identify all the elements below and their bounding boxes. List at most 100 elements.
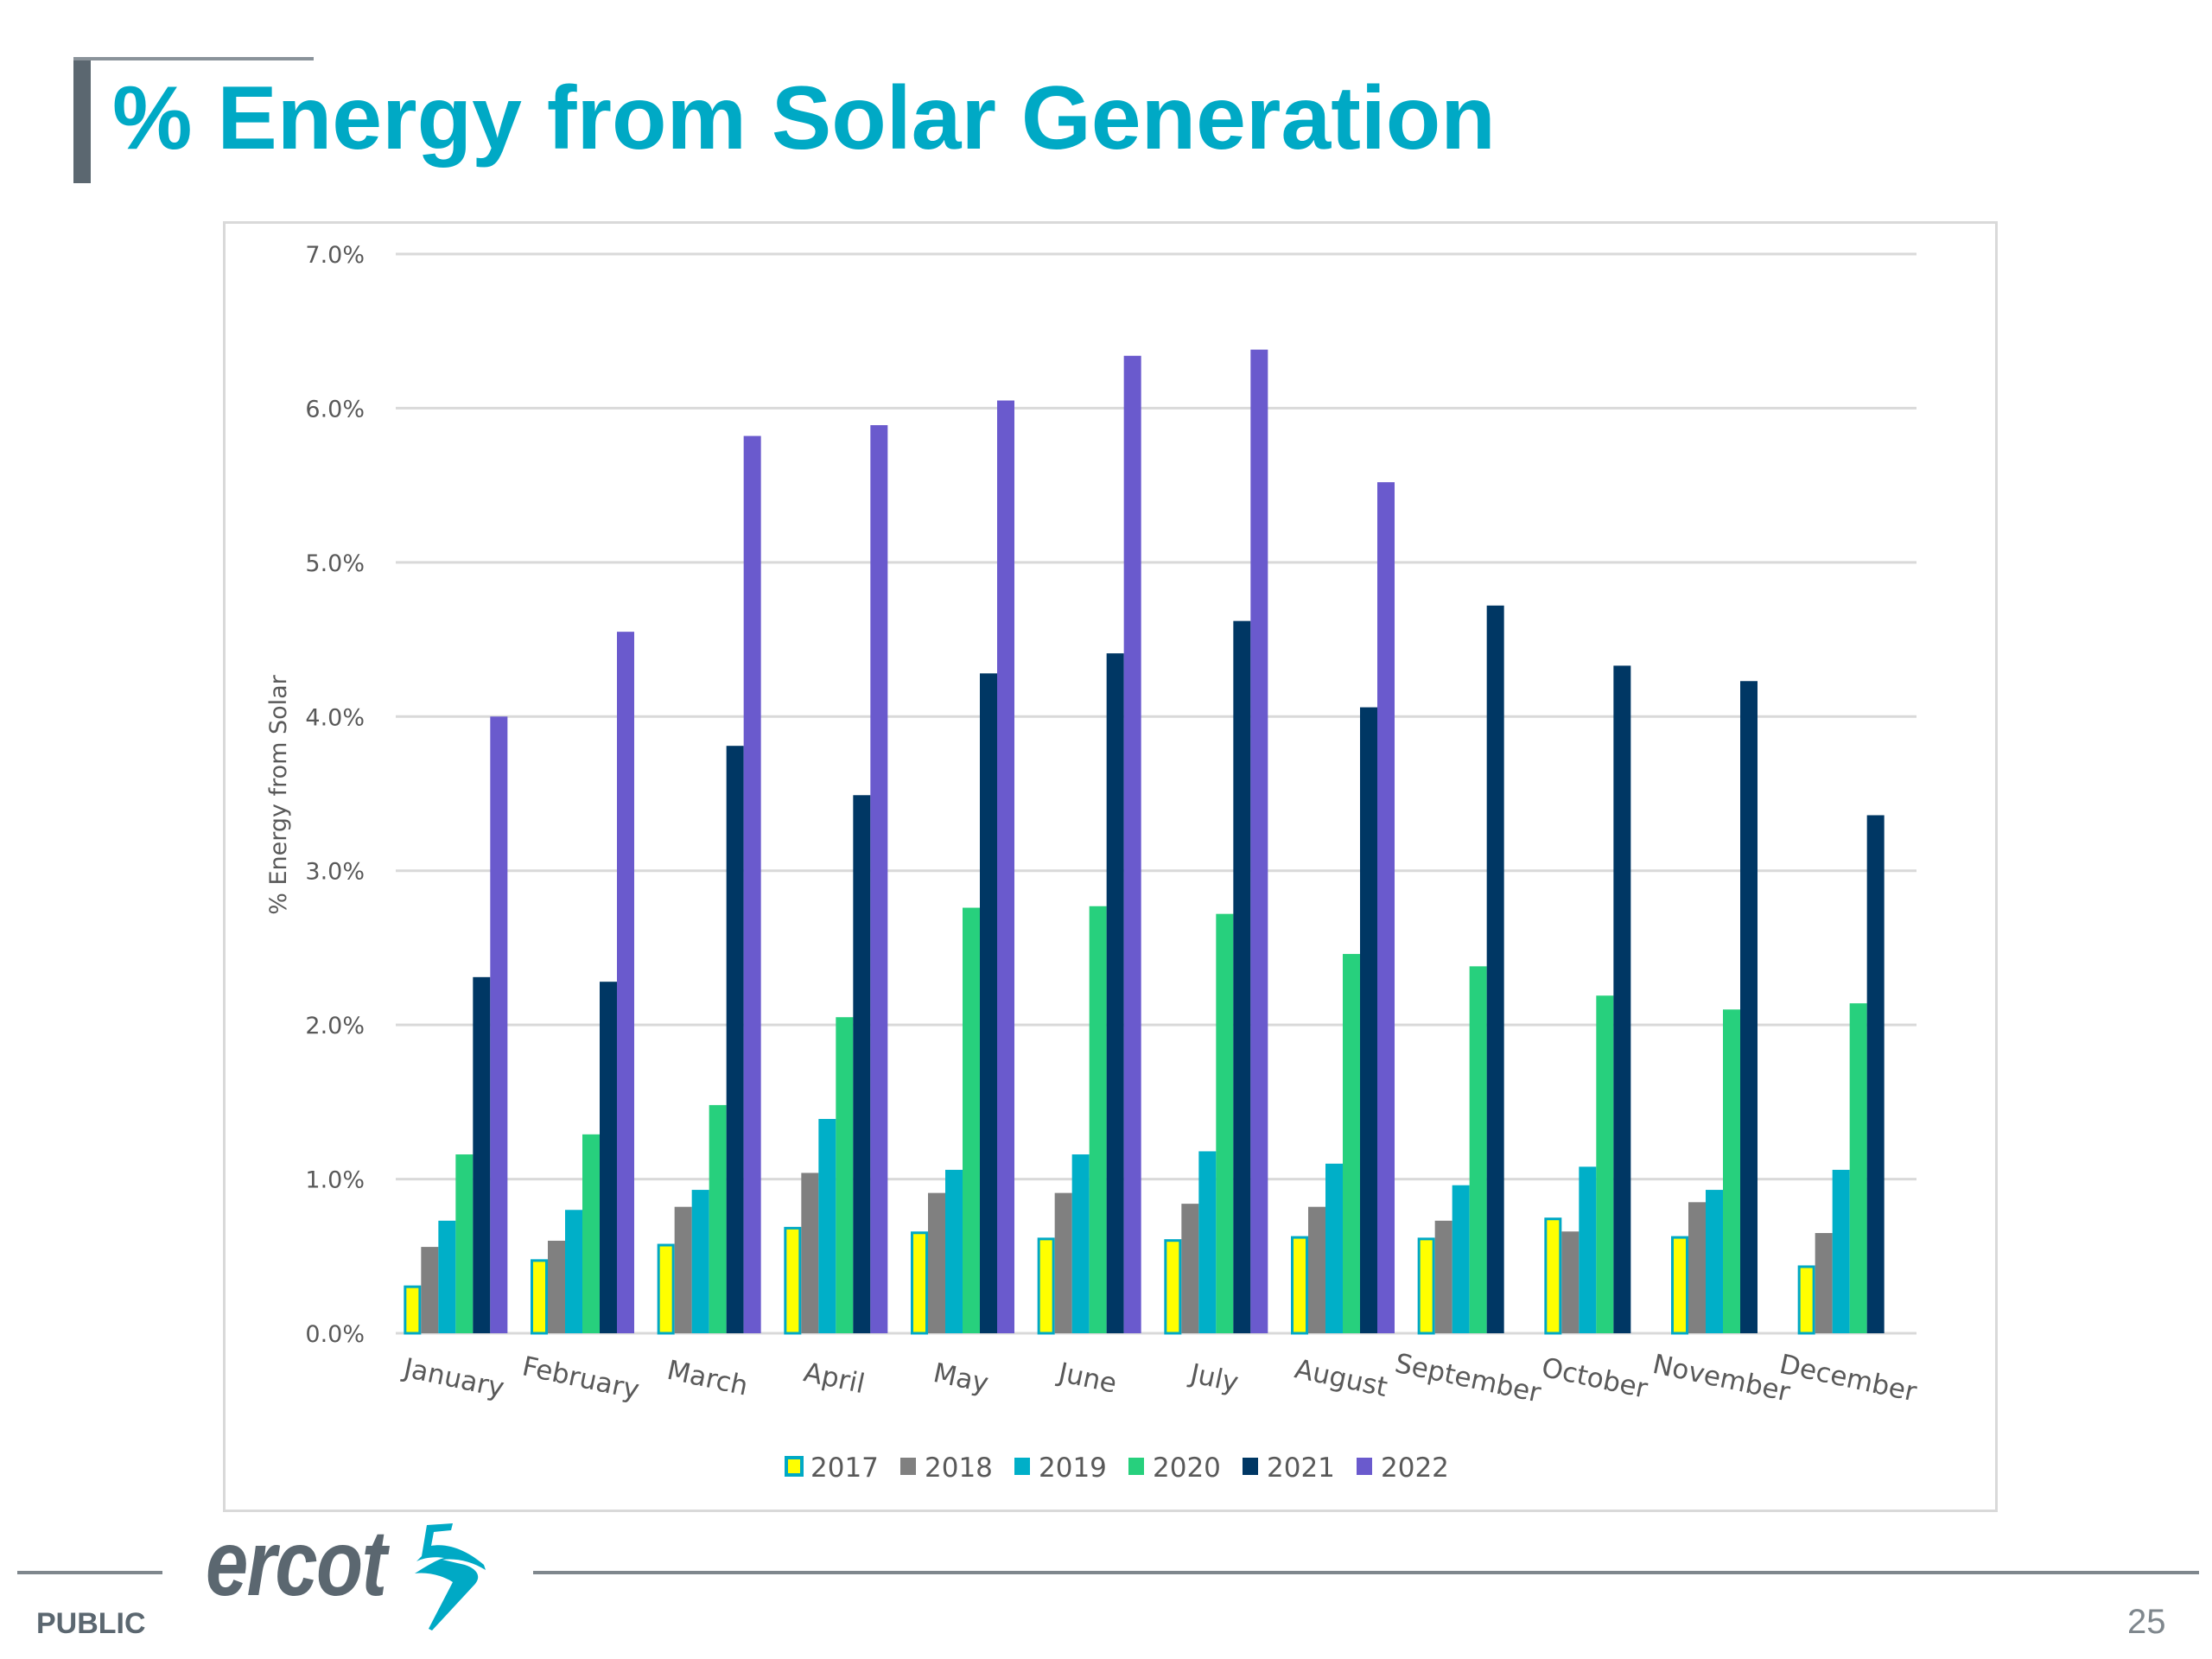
x-tick-label: May — [931, 1357, 991, 1400]
title-bracket-horizontal — [73, 57, 314, 60]
bar-2020-january — [455, 1154, 474, 1333]
legend-swatch-2022 — [1357, 1458, 1372, 1475]
bar-2018-august — [1308, 1206, 1325, 1333]
bar-2017-january — [404, 1285, 422, 1335]
legend-label-2021: 2021 — [1267, 1452, 1335, 1484]
bar-2022-july — [1250, 349, 1268, 1333]
bar-2020-april — [836, 1017, 854, 1333]
bar-2022-march — [743, 435, 761, 1334]
bar-2017-december — [1797, 1265, 1815, 1335]
ercot-logo: ercot — [206, 1516, 499, 1633]
y-tick-label: 7.0% — [305, 242, 365, 269]
legend: 2017 2018 2019 2020 2021 2022 — [785, 1452, 1449, 1484]
bar-2019-january — [438, 1220, 456, 1333]
x-tick-label: July — [1185, 1357, 1241, 1398]
bar-2021-november — [1740, 681, 1758, 1333]
y-tick-label: 0.0% — [305, 1321, 365, 1348]
bar-2017-september — [1417, 1237, 1435, 1335]
x-tick-labels: January February March April May June July Augu… — [399, 1348, 1919, 1409]
bar-2022-april — [870, 425, 888, 1334]
bar-2018-september — [1434, 1220, 1452, 1333]
bar-2019-march — [691, 1190, 709, 1333]
legend-swatch-2017 — [785, 1456, 804, 1477]
bar-2019-april — [818, 1118, 836, 1333]
bar-2017-march — [657, 1243, 675, 1335]
legend-swatch-2021 — [1243, 1458, 1258, 1475]
bar-2019-may — [945, 1169, 963, 1333]
legend-label-2022: 2022 — [1381, 1452, 1449, 1484]
bar-2020-december — [1849, 1003, 1867, 1333]
bar-2021-june — [1106, 653, 1124, 1333]
bar-2017-may — [911, 1231, 928, 1335]
bar-2018-march — [674, 1206, 692, 1333]
lightning-bolt-icon — [415, 1523, 486, 1630]
legend-label-2018: 2018 — [925, 1452, 993, 1484]
legend-label-2017: 2017 — [810, 1452, 879, 1484]
bar-2021-february — [600, 982, 617, 1333]
bar-2020-october — [1596, 995, 1614, 1333]
bar-2018-june — [1054, 1192, 1072, 1333]
bar-2019-october — [1579, 1166, 1597, 1333]
bar-2018-december — [1815, 1233, 1833, 1333]
bar-2017-july — [1164, 1239, 1182, 1335]
bar-2017-june — [1037, 1237, 1055, 1335]
bar-2022-january — [490, 716, 508, 1333]
bar-2020-march — [709, 1104, 727, 1333]
bars — [404, 349, 1885, 1335]
bar-2018-january — [421, 1247, 439, 1333]
x-tick-label: February — [519, 1351, 642, 1406]
y-tick-label: 4.0% — [305, 704, 365, 731]
gridlines — [396, 252, 1916, 1335]
bar-2020-november — [1723, 1009, 1740, 1333]
bar-2018-july — [1181, 1204, 1199, 1333]
classification-label: PUBLIC — [36, 1607, 146, 1640]
slide-title: % Energy from Solar Generation — [112, 68, 1496, 168]
title-bracket-vertical — [73, 57, 91, 183]
y-tick-label: 2.0% — [305, 1013, 365, 1039]
bar-2021-january — [473, 976, 491, 1333]
bar-2017-february — [531, 1259, 548, 1335]
legend-swatch-2020 — [1128, 1458, 1144, 1475]
bar-2022-may — [997, 400, 1014, 1334]
bar-2020-july — [1216, 913, 1234, 1333]
bar-2018-may — [928, 1192, 945, 1333]
bar-2019-december — [1832, 1169, 1850, 1333]
bar-2021-april — [853, 795, 871, 1333]
bar-2020-august — [1343, 954, 1360, 1333]
y-tick-label: 3.0% — [305, 859, 365, 886]
x-tick-label: April — [801, 1357, 868, 1400]
x-tick-label: June — [1054, 1357, 1119, 1400]
y-tick-label: 5.0% — [305, 550, 365, 577]
bar-2019-july — [1198, 1151, 1217, 1333]
y-tick-labels: 0.0% 1.0% 2.0% 3.0% 4.0% 5.0% 6.0% 7.0% — [305, 242, 365, 1348]
legend-swatch-2018 — [900, 1458, 916, 1475]
bar-2021-july — [1233, 620, 1251, 1333]
footer-divider-left — [17, 1571, 162, 1574]
bar-2019-august — [1325, 1163, 1343, 1333]
bar-2018-october — [1561, 1231, 1580, 1333]
y-tick-label: 1.0% — [305, 1167, 365, 1194]
bar-2019-september — [1452, 1185, 1470, 1333]
bar-2021-october — [1613, 665, 1631, 1333]
bar-2020-june — [1089, 906, 1107, 1333]
bar-2021-march — [726, 746, 744, 1333]
bar-2017-april — [784, 1226, 802, 1335]
y-axis-title: % Energy from Solar — [265, 674, 292, 914]
legend-swatch-2019 — [1014, 1458, 1030, 1475]
bar-2022-june — [1123, 355, 1141, 1334]
page-number: 25 — [2127, 1603, 2166, 1641]
logo-wordmark: ercot — [206, 1510, 387, 1615]
bar-2018-april — [801, 1173, 819, 1333]
x-tick-label: September — [1392, 1348, 1543, 1409]
bar-2021-may — [980, 673, 997, 1333]
x-tick-label: August — [1292, 1353, 1390, 1403]
bar-2021-december — [1866, 815, 1885, 1333]
bar-2019-june — [1071, 1154, 1090, 1333]
bar-2020-september — [1469, 966, 1487, 1333]
x-tick-label: December — [1777, 1349, 1919, 1408]
bar-2018-february — [548, 1240, 565, 1333]
bar-2017-august — [1291, 1236, 1308, 1335]
bar-2021-september — [1486, 605, 1504, 1333]
bar-2022-august — [1377, 482, 1395, 1333]
